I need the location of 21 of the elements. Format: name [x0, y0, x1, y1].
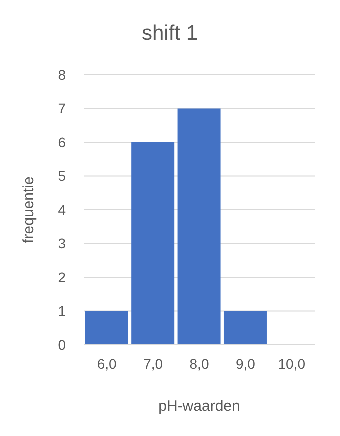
- bar: [132, 142, 175, 345]
- bar: [85, 311, 128, 345]
- y-tick-label: 6: [58, 134, 66, 150]
- y-axis-title: frequentie: [20, 176, 38, 244]
- y-tick-label: 8: [58, 66, 66, 83]
- y-tick-label: 2: [58, 269, 66, 286]
- y-tick-label: 7: [58, 100, 66, 117]
- y-tick-label: 4: [58, 202, 66, 218]
- x-tick-label: 10,0: [278, 356, 306, 372]
- x-tick-label: 8,0: [190, 356, 210, 372]
- bar: [178, 108, 221, 345]
- y-tick-label: 0: [58, 336, 66, 353]
- x-tick-label: 6,0: [97, 356, 118, 372]
- x-tick-label: 7,0: [144, 356, 164, 372]
- y-tick-label: 3: [58, 236, 66, 252]
- y-tick-label: 1: [58, 303, 66, 320]
- x-tick-label: 9,0: [236, 356, 256, 372]
- chart-title: shift 1: [140, 22, 200, 46]
- bar: [224, 311, 267, 345]
- y-tick-label: 5: [58, 168, 66, 184]
- x-axis-title: pH-waarden: [158, 398, 240, 415]
